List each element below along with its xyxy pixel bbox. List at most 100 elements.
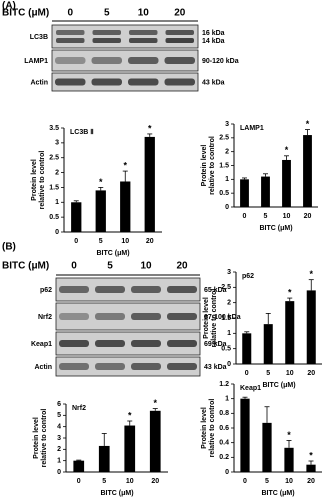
y-axis-label: relative to control	[209, 136, 216, 195]
band	[91, 78, 122, 86]
bar	[71, 202, 82, 232]
y-axis-label: Protein level	[201, 145, 208, 187]
x-tick-label: 20	[151, 478, 159, 485]
significance: *	[123, 160, 127, 170]
x-tick-label: 0	[245, 370, 249, 377]
y-tick-label: 1.5	[49, 184, 59, 191]
band	[128, 78, 159, 86]
y-tick-label: 0.4	[219, 440, 229, 447]
y-tick-label: 2	[55, 169, 59, 176]
row-label: LAMP1	[24, 58, 48, 65]
size-label: 97-100 kDa	[204, 314, 241, 321]
bar	[261, 176, 270, 207]
blot-strip	[51, 24, 199, 49]
significance: *	[285, 145, 289, 155]
blot-strip	[55, 277, 201, 302]
bar	[306, 290, 316, 364]
significance: *	[309, 450, 313, 460]
y-tick-label: 0	[57, 469, 61, 476]
y-tick-label: 1	[225, 396, 229, 403]
significance: *	[288, 287, 292, 297]
x-axis-label: BITC (μM)	[96, 250, 129, 257]
band	[59, 340, 89, 347]
bar	[95, 190, 106, 232]
bar	[285, 301, 295, 364]
y-tick-label: 1.5	[219, 162, 229, 169]
band	[95, 313, 125, 320]
x-tick-label: 20	[146, 238, 154, 245]
x-tick-label: 20	[307, 478, 315, 485]
y-tick-label: 2.5	[49, 155, 59, 162]
band	[167, 363, 197, 370]
band	[129, 38, 158, 43]
band	[167, 340, 197, 347]
y-tick-label: 1	[227, 330, 231, 337]
y-axis-label: relative to control	[41, 409, 48, 468]
band	[165, 30, 194, 35]
band	[131, 363, 161, 370]
blot-strip	[55, 356, 201, 377]
y-tick-label: 3	[57, 435, 61, 442]
bar	[263, 324, 273, 364]
band	[131, 286, 161, 293]
band	[129, 30, 158, 35]
band	[131, 340, 161, 347]
chart-title: Nrf2	[72, 405, 86, 412]
band	[167, 286, 197, 293]
x-tick-label: 5	[264, 213, 268, 220]
bar	[303, 135, 312, 207]
y-axis-label: Protein level	[203, 297, 210, 339]
x-tick-label: 10	[286, 370, 294, 377]
row-label: Actin	[31, 79, 49, 86]
significance: *	[309, 269, 313, 279]
band	[167, 313, 197, 320]
y-tick-label: 2	[225, 149, 229, 156]
x-tick-label: 0	[243, 213, 247, 220]
blot-strip	[51, 72, 199, 92]
y-axis-label: relative to control	[39, 151, 46, 210]
band	[95, 363, 125, 370]
dose-label: 5	[104, 8, 110, 19]
row-label: Nrf2	[38, 314, 52, 321]
significance: *	[148, 123, 152, 133]
x-tick-label: 20	[307, 370, 315, 377]
y-axis-label: relative to control	[211, 289, 218, 348]
y-tick-label: 1	[55, 199, 59, 206]
x-tick-label: 5	[266, 370, 270, 377]
bar	[98, 445, 110, 472]
y-tick-label: 2	[227, 300, 231, 307]
y-tick-label: 0	[225, 469, 229, 476]
dose-label: 10	[140, 261, 152, 272]
bar	[240, 179, 249, 207]
y-tick-label: 1	[225, 176, 229, 183]
x-tick-label: 10	[285, 478, 293, 485]
band	[164, 78, 195, 86]
x-tick-label: 10	[126, 478, 134, 485]
y-tick-label: 0	[225, 204, 229, 211]
bar	[282, 159, 291, 207]
bar	[120, 181, 131, 232]
y-tick-label: 0	[227, 361, 231, 368]
significance: *	[306, 119, 310, 129]
chart-title: p62	[242, 273, 254, 280]
x-tick-label: 5	[102, 478, 106, 485]
chart-title: LC3B Ⅱ	[70, 128, 94, 136]
band	[95, 340, 125, 347]
size-label: 43 kDa	[204, 364, 227, 371]
band	[55, 78, 86, 86]
x-tick-label: 10	[121, 238, 129, 245]
x-tick-label: 5	[265, 478, 269, 485]
blot-strip	[51, 49, 199, 72]
band	[91, 57, 122, 64]
y-tick-label: 6	[57, 401, 61, 408]
y-tick-label: 2.5	[221, 284, 231, 291]
dose-label: 20	[176, 261, 188, 272]
dose-label: 0	[71, 261, 77, 272]
y-tick-label: 3	[227, 269, 231, 276]
x-tick-label: 10	[283, 213, 291, 220]
bar	[284, 447, 294, 472]
bar	[262, 422, 272, 472]
band	[59, 286, 89, 293]
band	[128, 57, 159, 64]
x-axis-label: BITC (μM)	[261, 490, 294, 497]
